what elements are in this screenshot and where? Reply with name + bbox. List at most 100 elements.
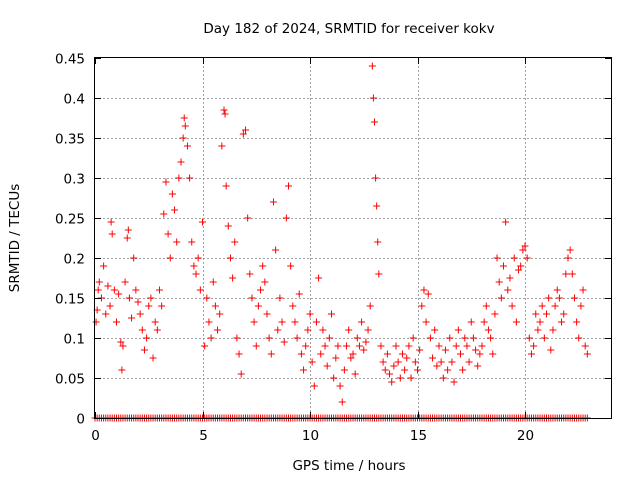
data-point: [328, 310, 335, 318]
data-point: [431, 326, 439, 334]
data-point: [379, 358, 387, 366]
data-point: [280, 338, 288, 346]
data-point: [181, 122, 189, 130]
data-point: [278, 318, 286, 326]
data-point: [538, 302, 546, 310]
data-point: [158, 302, 166, 310]
data-point: [257, 286, 265, 294]
data-point: [366, 302, 374, 310]
data-point: [500, 262, 507, 270]
data-point: [558, 318, 566, 326]
data-point: [153, 326, 161, 334]
y-tick-label: 0: [76, 412, 85, 428]
data-point: [358, 318, 366, 326]
data-point: [201, 342, 209, 350]
y-tick-label: 0.25: [55, 212, 85, 228]
data-point: [549, 326, 557, 334]
data-point: [450, 378, 458, 386]
data-point: [102, 310, 110, 318]
data-point: [429, 354, 437, 362]
data-point: [128, 314, 136, 322]
ticks-layer: 0 0.05 0.1 0.15 0.2 0.25 0.3 0.35 0.4 0.45 0 5 10 15 2…: [55, 52, 611, 444]
data-point: [160, 210, 168, 218]
data-point: [156, 286, 163, 294]
data-point: [515, 266, 523, 274]
data-point: [570, 294, 578, 302]
data-point: [407, 374, 415, 382]
data-point: [224, 222, 232, 230]
data-point: [143, 334, 151, 342]
data-point: [517, 262, 525, 270]
y-tick-label: 0.3: [64, 172, 85, 188]
data-point: [566, 246, 574, 254]
data-point: [297, 350, 305, 358]
data-point: [166, 254, 174, 262]
data-point: [192, 270, 200, 278]
data-point: [543, 310, 550, 318]
data-point: [446, 334, 454, 342]
data-point: [555, 294, 563, 302]
data-point: [510, 254, 518, 262]
data-point: [424, 290, 432, 298]
data-point: [330, 374, 338, 382]
data-point: [519, 246, 527, 254]
data-point: [437, 358, 445, 366]
data-point: [362, 338, 370, 346]
data-point: [484, 326, 492, 334]
data-point: [368, 62, 376, 70]
data-point: [248, 294, 256, 302]
data-point: [233, 334, 241, 342]
data-point: [113, 318, 120, 326]
data-point: [360, 346, 368, 354]
data-point: [179, 134, 187, 142]
y-tick-label: 0.45: [55, 52, 85, 68]
data-point: [463, 342, 471, 350]
y-tick-label: 0.15: [55, 292, 85, 308]
data-point: [220, 106, 228, 114]
data-point: [235, 350, 243, 358]
plot-frame: [94, 57, 612, 419]
data-point: [560, 310, 568, 318]
data-point: [577, 302, 585, 310]
data-point: [95, 278, 103, 286]
data-point: [343, 342, 351, 350]
data-point: [495, 278, 503, 286]
data-point: [353, 334, 361, 342]
chart-title: Day 182 of 2024, SRMTID for receiver kok…: [203, 21, 494, 37]
data-point: [312, 318, 320, 326]
data-point: [177, 158, 185, 166]
data-point: [467, 318, 475, 326]
data-point: [465, 358, 473, 366]
data-point: [124, 226, 132, 234]
data-point: [94, 286, 102, 294]
data-point: [282, 214, 290, 222]
data-point: [107, 218, 115, 226]
data-point: [194, 254, 202, 262]
data-point: [123, 234, 131, 242]
data-point: [239, 130, 247, 138]
data-point: [214, 326, 222, 334]
data-point: [461, 334, 469, 342]
data-point: [347, 354, 355, 362]
data-point: [222, 182, 230, 190]
data-point: [300, 366, 308, 374]
x-tick-label: 0: [91, 428, 100, 444]
data-point: [482, 302, 490, 310]
data-point: [130, 254, 138, 262]
data-point: [573, 318, 581, 326]
data-point: [218, 142, 226, 150]
data-point: [568, 270, 576, 278]
data-point: [203, 294, 211, 302]
data-point: [104, 282, 112, 290]
data-point: [106, 302, 114, 310]
data-point: [525, 334, 533, 342]
data-point: [435, 342, 443, 350]
data-point: [388, 378, 396, 386]
data-point: [190, 262, 198, 270]
data-point: [323, 362, 331, 370]
data-point: [244, 214, 252, 222]
data-point: [149, 354, 157, 362]
data-point: [308, 358, 316, 366]
data-point: [553, 286, 561, 294]
